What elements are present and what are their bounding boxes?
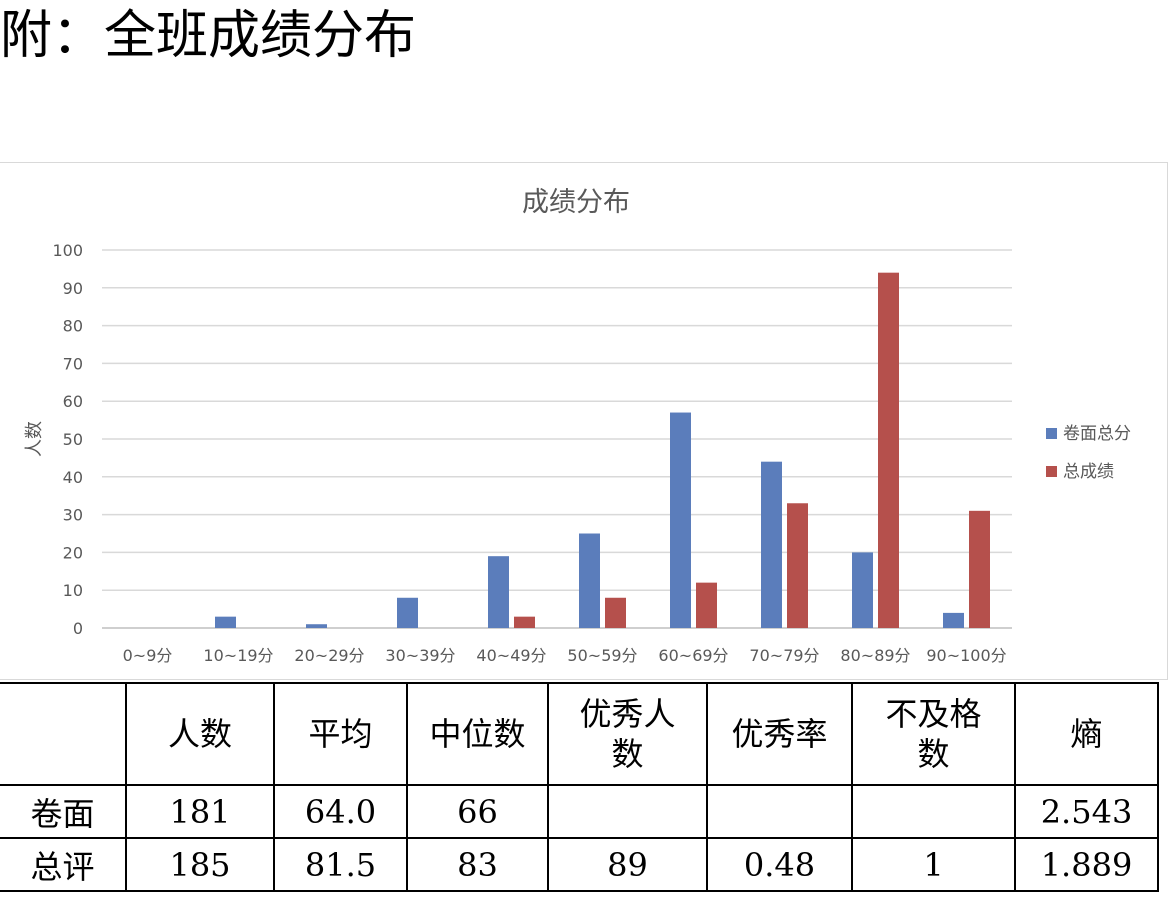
table-cell — [851, 784, 1016, 839]
column-header-excellent-count: 优秀人数 — [547, 682, 708, 786]
chart-title: 成绩分布 — [522, 187, 630, 218]
chart-panel: 成绩分布 人数 0 10 20 30 40 50 60 70 80 90 100 0~9分 10~19… — [0, 162, 1168, 680]
bar-total-score — [696, 582, 717, 628]
legend-label: 卷面总分 — [1063, 424, 1131, 444]
row-label-paper: 卷面 — [0, 784, 127, 839]
x-tick-label: 40~49分 — [476, 646, 546, 665]
table-cell — [547, 784, 708, 839]
y-axis-label: 人数 — [24, 421, 45, 457]
x-tick-label: 0~9分 — [123, 646, 173, 665]
table-cell: 83 — [406, 837, 549, 892]
bar-paper-score — [852, 552, 873, 628]
column-header-entropy: 熵 — [1014, 682, 1159, 786]
column-header-excellent-count-text: 优秀人数 — [579, 695, 676, 773]
y-tick-label: 0 — [73, 619, 83, 638]
bar-total-score — [514, 616, 535, 628]
bar-paper-score — [397, 597, 418, 628]
legend-label: 总成绩 — [1063, 462, 1114, 482]
row-label-overall: 总评 — [0, 837, 127, 892]
x-tick-label: 60~69分 — [658, 646, 728, 665]
bar-paper-score — [306, 624, 327, 628]
table-cell: 81.5 — [273, 837, 408, 892]
y-tick-label: 10 — [63, 581, 83, 600]
x-axis-ticks: 0~9分 10~19分 20~29分 30~39分 40~49分 50~59分 60~69分… — [123, 646, 1007, 665]
y-tick-label: 40 — [63, 468, 83, 487]
bar-total-score — [787, 503, 808, 628]
y-tick-label: 20 — [63, 543, 83, 562]
bar-total-score — [605, 597, 626, 628]
column-header-excellent-rate: 优秀率 — [706, 682, 853, 786]
y-tick-label: 30 — [63, 506, 83, 525]
x-tick-label: 10~19分 — [203, 646, 273, 665]
bar-paper-score — [579, 533, 600, 628]
y-tick-label: 100 — [52, 241, 83, 260]
column-header-median: 中位数 — [406, 682, 549, 786]
column-header-count: 人数 — [125, 682, 275, 786]
x-tick-label: 70~79分 — [749, 646, 819, 665]
bar-chart: 成绩分布 人数 0 10 20 30 40 50 60 70 80 90 100 0~9分 10~19… — [24, 187, 1131, 665]
stats-table: 人数 平均 中位数 优秀人数 优秀率 不及格数 熵 卷面 181 64.0 66… — [0, 682, 1159, 892]
table-cell: 1 — [851, 837, 1016, 892]
x-tick-label: 20~29分 — [294, 646, 364, 665]
bar-total-score — [969, 510, 990, 628]
gridlines — [102, 249, 1012, 629]
table-cell: 181 — [125, 784, 275, 839]
table-cell: 64.0 — [273, 784, 408, 839]
table-row: 总评 185 81.5 83 89 0.48 1 1.889 — [0, 837, 1159, 892]
table-cell: 0.48 — [706, 837, 853, 892]
y-tick-label: 90 — [63, 279, 83, 298]
y-tick-label: 60 — [63, 392, 83, 411]
x-tick-label: 30~39分 — [385, 646, 455, 665]
bar-total-score — [878, 272, 899, 628]
table-cell: 185 — [125, 837, 275, 892]
bar-paper-score — [761, 461, 782, 628]
bar-paper-score — [488, 556, 509, 628]
y-tick-label: 50 — [63, 430, 83, 449]
legend-swatch — [1046, 466, 1057, 477]
x-tick-label: 90~100分 — [926, 646, 1006, 665]
bars — [215, 272, 990, 628]
table-row: 卷面 181 64.0 66 2.543 — [0, 784, 1159, 839]
page-title: 附：全班成绩分布 — [0, 6, 417, 66]
y-tick-label: 70 — [63, 354, 83, 373]
x-tick-label: 80~89分 — [840, 646, 910, 665]
legend-swatch — [1046, 428, 1057, 439]
column-header-mean: 平均 — [273, 682, 408, 786]
bar-paper-score — [943, 612, 964, 628]
table-cell: 66 — [406, 784, 549, 839]
table-cell — [706, 784, 853, 839]
x-tick-label: 50~59分 — [567, 646, 637, 665]
table-cell: 2.543 — [1014, 784, 1159, 839]
table-cell: 1.889 — [1014, 837, 1159, 892]
bar-paper-score — [215, 616, 236, 628]
table-cell: 89 — [547, 837, 708, 892]
table-header-row: 人数 平均 中位数 优秀人数 优秀率 不及格数 熵 — [0, 682, 1159, 786]
y-axis-ticks: 0 10 20 30 40 50 60 70 80 90 100 — [52, 241, 83, 638]
y-tick-label: 80 — [63, 317, 83, 336]
column-header-fail-count-text: 不及格数 — [885, 695, 982, 773]
bar-paper-score — [670, 412, 691, 628]
table-corner — [0, 682, 127, 786]
column-header-fail-count: 不及格数 — [851, 682, 1016, 786]
